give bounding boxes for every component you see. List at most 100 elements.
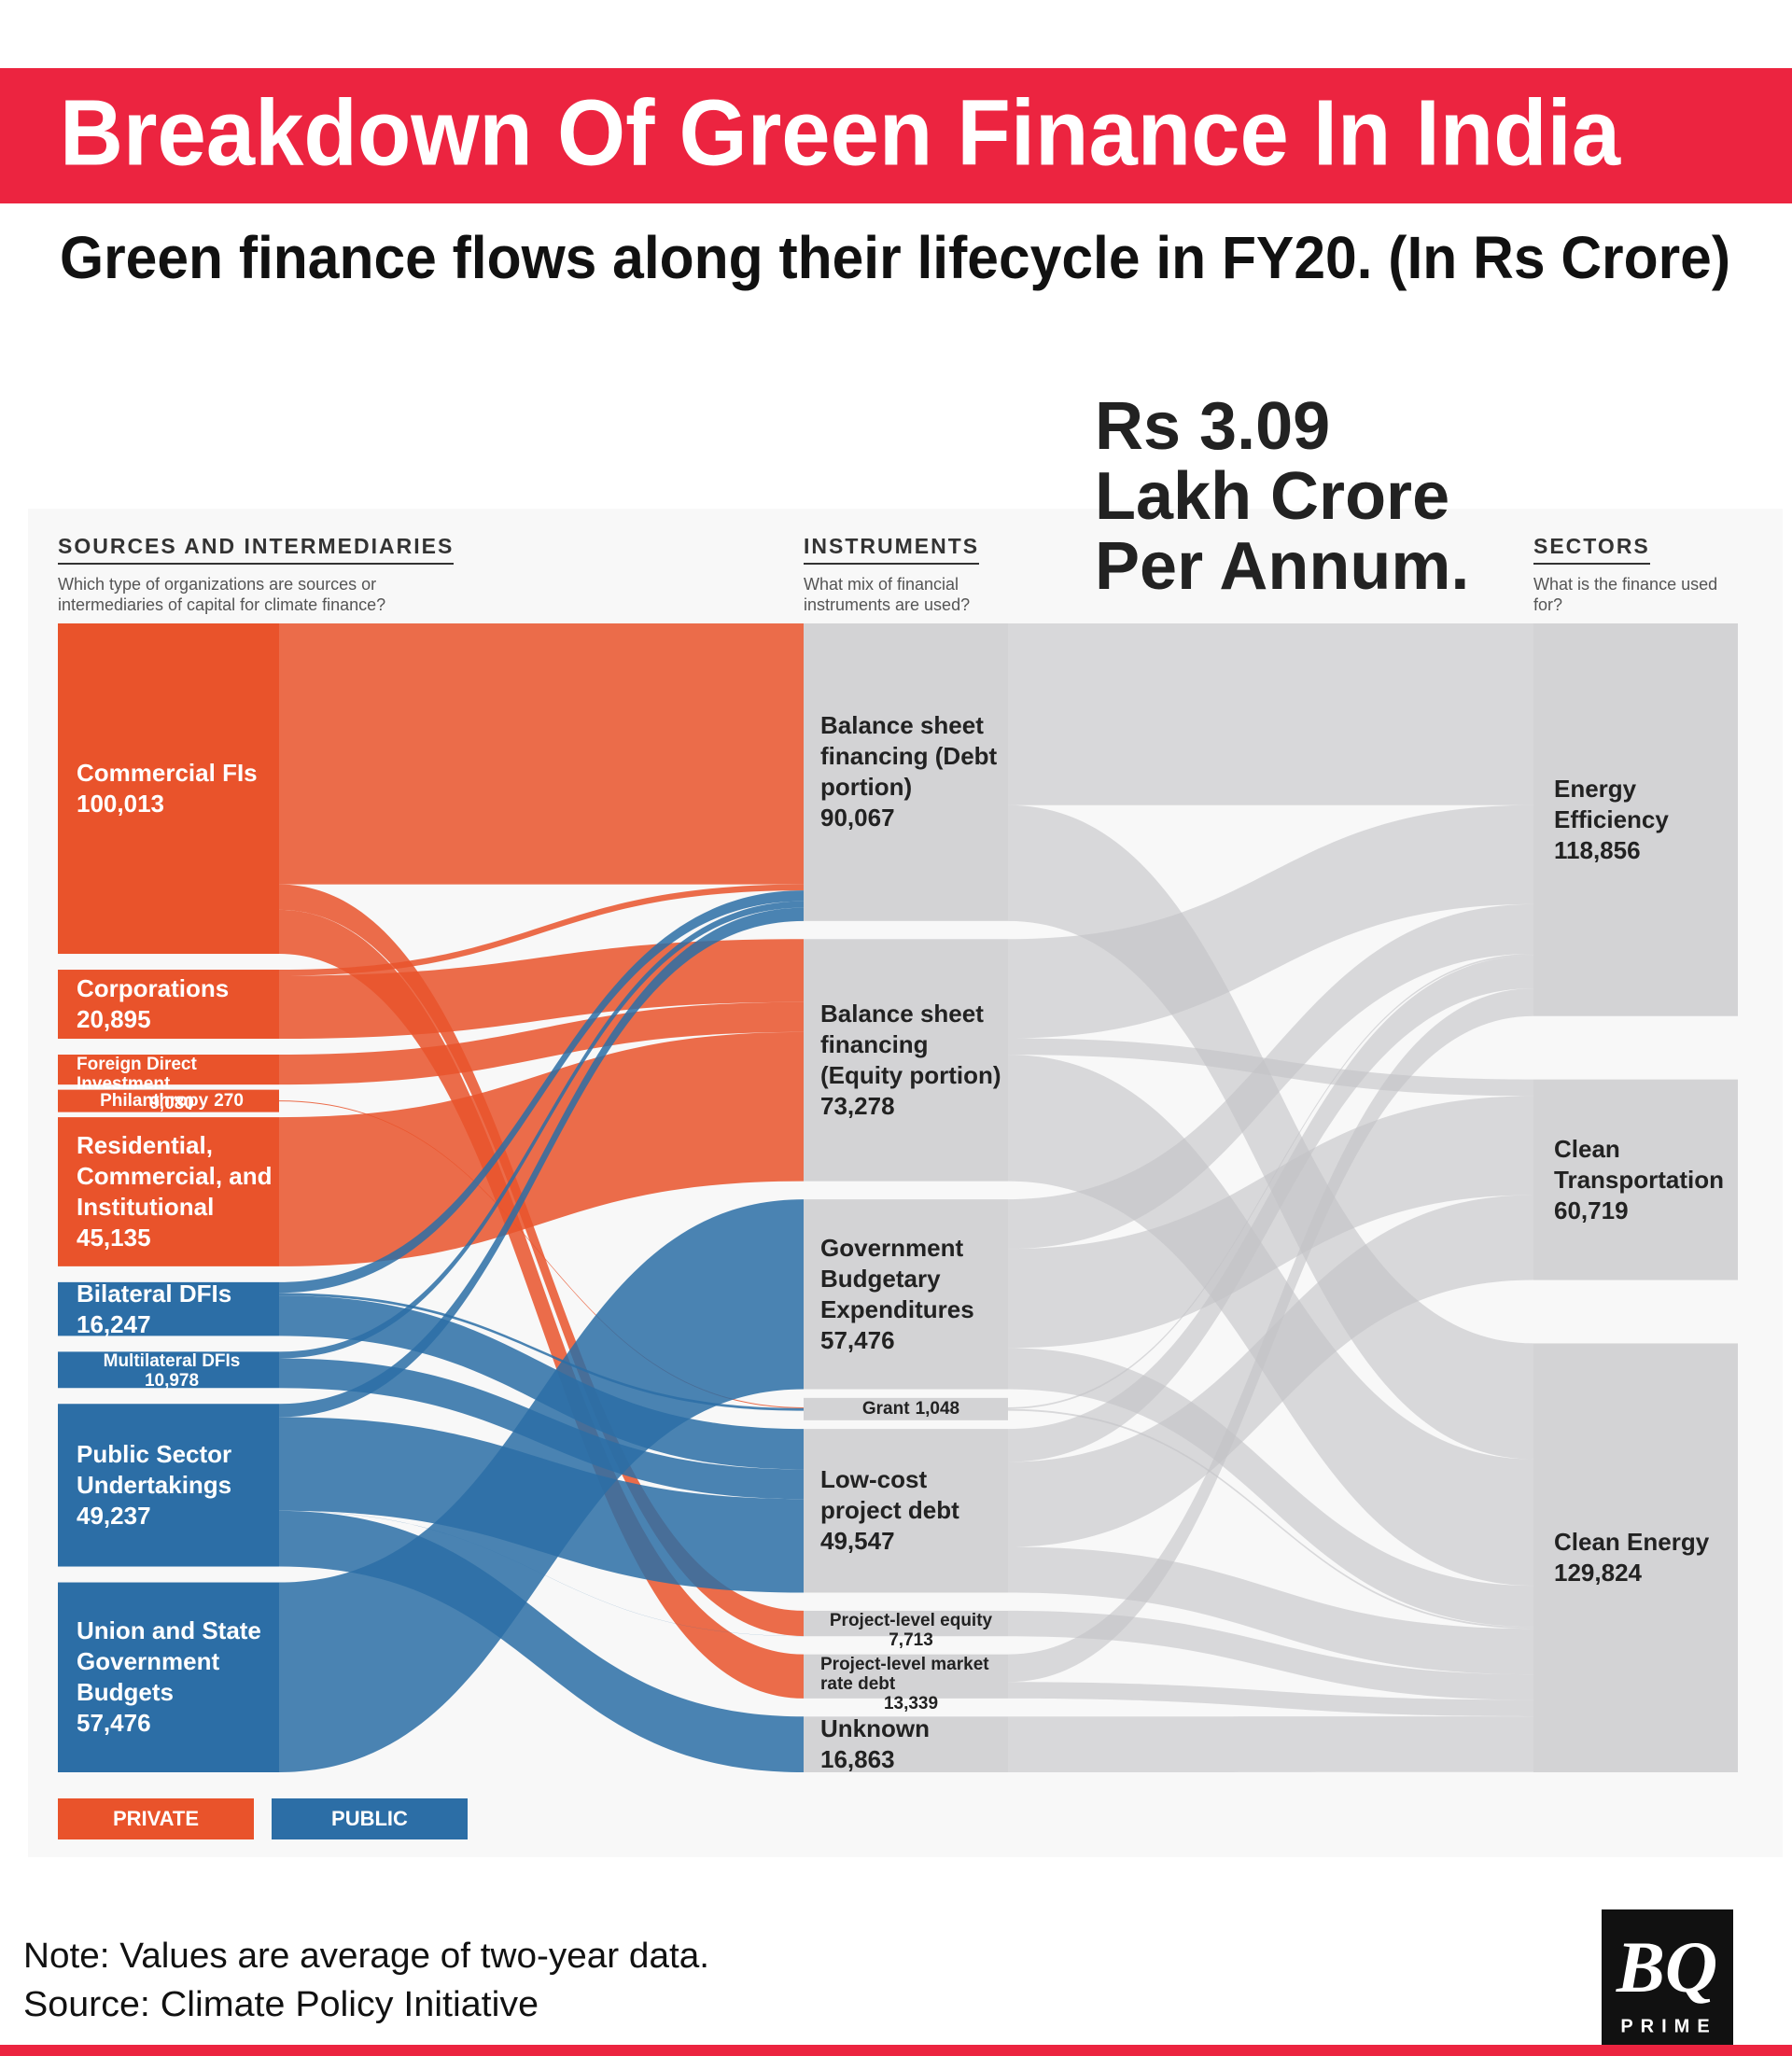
- node-label: Residential, Commercial, and Institution…: [77, 1117, 273, 1266]
- node-label: Energy Efficiency 118,856: [1554, 623, 1736, 1016]
- logo-sub: PRIME: [1620, 2016, 1716, 2036]
- node-value: 57,476: [77, 1709, 151, 1738]
- node: [804, 939, 1008, 1182]
- node-name: Balance sheet financing (Equity portion): [820, 999, 1001, 1089]
- node-value: 49,547: [820, 1527, 895, 1556]
- node-name: Residential, Commercial, and Institution…: [77, 1130, 273, 1221]
- node-name: Public Sector Undertakings: [77, 1439, 232, 1499]
- flow: [279, 1001, 804, 1085]
- node-label: Balance sheet financing (Equity portion)…: [820, 939, 1007, 1181]
- node: [804, 1429, 1008, 1593]
- flow: [1008, 955, 1533, 1462]
- node-label: Foreign Direct Investment 9,080: [77, 1055, 273, 1113]
- node: [1533, 623, 1738, 1016]
- flow: [1008, 988, 1533, 1683]
- node: [58, 1351, 279, 1389]
- flow: [1008, 1408, 1533, 1629]
- column-header: SECTORS What is the finance used for?: [1533, 534, 1729, 615]
- node: [1533, 1079, 1738, 1280]
- node-label: Project-level equity 7,713: [820, 1611, 1007, 1650]
- node-name: Clean Transportation: [1554, 1134, 1725, 1194]
- legend-label: PRIVATE: [112, 1807, 200, 1830]
- node-name: Balance sheet financing (Debt portion): [820, 711, 998, 802]
- chart-subtitle: Green finance flows along their lifecycl…: [60, 224, 1730, 291]
- flow: [279, 884, 804, 1637]
- node-label: Philanthropy 270: [77, 1090, 273, 1112]
- node: [58, 1089, 279, 1112]
- node-label: Commercial FIs 100,013: [77, 623, 273, 954]
- chart-title: Breakdown Of Green Finance In India: [60, 80, 1621, 185]
- node-label: Grant 1,048: [820, 1398, 1007, 1420]
- flow: [1008, 623, 1533, 805]
- column-question: Which type of organizations are sources …: [58, 575, 386, 614]
- note: Note: Values are average of two-year dat…: [23, 1937, 709, 1976]
- node-label: Unknown 16,863: [820, 1714, 1007, 1774]
- node: [58, 1582, 279, 1772]
- node-value: 1,048: [915, 1399, 960, 1420]
- node: [804, 1716, 1008, 1772]
- node-name: Bilateral DFIs: [77, 1279, 232, 1308]
- legend-item: PUBLIC: [272, 1798, 468, 1839]
- node-label: Public Sector Undertakings 49,237: [77, 1404, 273, 1566]
- column-header: INSTRUMENTS What mix of financial instrum…: [804, 534, 1000, 615]
- node-value: 16,247: [77, 1309, 151, 1338]
- node-label: Government Budgetary Expenditures 57,476: [820, 1199, 1007, 1389]
- flow: [279, 1293, 804, 1411]
- annotation: Rs 3.09 Lakh Crore Per Annum.: [1095, 389, 1470, 604]
- flow: [279, 890, 804, 1294]
- node: [58, 1404, 279, 1567]
- column-title: SECTORS: [1533, 534, 1650, 565]
- flow: [1008, 804, 1533, 1039]
- node-name: Multilateral DFIs: [103, 1351, 241, 1372]
- node-value: 100,013: [77, 790, 164, 818]
- node-label: Balance sheet financing (Debt portion) 90…: [820, 623, 1007, 921]
- node: [58, 1117, 279, 1266]
- source-note: Source: Climate Policy Initiative: [23, 1985, 539, 2024]
- flow: [279, 901, 804, 1359]
- node: [58, 970, 279, 1040]
- flow: [279, 1100, 804, 1408]
- node: [804, 1654, 1008, 1699]
- node: [804, 1610, 1008, 1637]
- node: [58, 623, 279, 955]
- bottom-band: [0, 2045, 1792, 2056]
- column-title: INSTRUMENTS: [804, 534, 980, 565]
- node-name: Energy Efficiency: [1554, 774, 1669, 833]
- flow: [279, 909, 804, 1699]
- node-label: Clean Energy 129,824: [1554, 1343, 1736, 1772]
- flow: [279, 907, 804, 1418]
- node-name: Low-cost project debt: [820, 1465, 959, 1525]
- node-label: Project-level market rate debt 13,339: [820, 1654, 1007, 1713]
- node: [804, 623, 1008, 921]
- column-question: What is the finance used for?: [1533, 575, 1718, 614]
- flow: [1008, 1610, 1533, 1700]
- logo-box: [1602, 1909, 1733, 2045]
- flow: [1008, 953, 1533, 1409]
- node-name: Union and State Government Budgets: [77, 1616, 261, 1707]
- column-question: What mix of financial instruments are us…: [804, 575, 971, 614]
- node-label: Multilateral DFIs 10,978: [77, 1351, 273, 1391]
- header-band: [0, 68, 1792, 203]
- node-name: Project-level market rate debt: [820, 1654, 989, 1694]
- node-value: 45,135: [77, 1223, 151, 1252]
- node-value: 9,080: [149, 1094, 194, 1113]
- node-name: Commercial FIs: [77, 759, 258, 788]
- flow: [279, 623, 804, 885]
- node-value: 90,067: [820, 804, 895, 832]
- legend-label: PUBLIC: [331, 1807, 408, 1830]
- node-value: 16,863: [820, 1745, 895, 1774]
- node-value: 20,895: [77, 1005, 151, 1033]
- flow: [1008, 1682, 1533, 1717]
- node-label: Corporations 20,895: [77, 970, 273, 1039]
- flow: [279, 884, 804, 976]
- node: [58, 1281, 279, 1336]
- node-value: 57,476: [820, 1325, 895, 1354]
- node-value: 49,237: [77, 1501, 151, 1530]
- node-value: 13,339: [883, 1693, 939, 1713]
- flow: [1008, 903, 1533, 1250]
- logo-mark: BQ: [1616, 1926, 1717, 2007]
- node: [58, 1055, 279, 1085]
- flow: [279, 1031, 804, 1266]
- node-label: Clean Transportation 60,719: [1554, 1080, 1736, 1280]
